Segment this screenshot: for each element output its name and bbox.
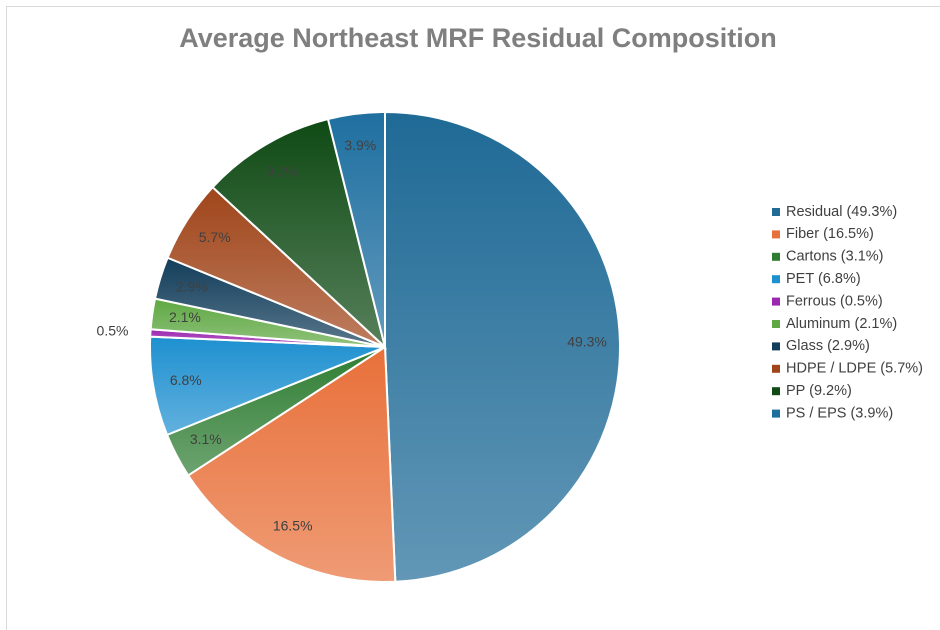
legend-label: Fiber (16.5%) (786, 226, 874, 242)
data-label: 49.3% (567, 333, 607, 349)
legend-swatch (772, 230, 780, 239)
data-label: 2.9% (176, 278, 208, 294)
pie-slice (384, 110, 622, 583)
pie-slice (326, 110, 386, 348)
legend-swatch (772, 342, 780, 351)
legend-swatch (772, 208, 780, 216)
legend-swatch (772, 252, 780, 261)
data-label: 2.1% (169, 309, 201, 325)
pie-slice (186, 345, 397, 583)
legend-swatch (772, 320, 780, 328)
data-label: 3.1% (190, 431, 222, 447)
data-label: 5.7% (199, 229, 231, 245)
legend-label: Glass (2.9%) (786, 338, 870, 354)
data-label: 0.5% (97, 322, 129, 338)
legend-label: Residual (49.3%) (786, 204, 897, 220)
legend-label: Ferrous (0.5%) (786, 293, 883, 309)
legend-swatch (772, 409, 780, 418)
legend-label: PS / EPS (3.9%) (786, 405, 893, 421)
chart-title: Average Northeast MRF Residual Compositi… (179, 23, 777, 53)
data-label: 9.2% (266, 164, 298, 180)
data-label: 16.5% (273, 517, 313, 533)
legend-label: HDPE / LDPE (5.7%) (786, 361, 923, 377)
legend-swatch (772, 297, 780, 306)
data-label: 3.9% (344, 137, 376, 153)
legend-label: PP (9.2%) (786, 383, 852, 399)
legend-swatch (772, 364, 780, 373)
data-label: 6.8% (170, 372, 202, 388)
legend-swatch (772, 387, 780, 396)
legend-label: Cartons (3.1%) (786, 249, 884, 265)
legend-swatch (772, 275, 780, 284)
legend-label: Aluminum (2.1%) (786, 316, 897, 332)
legend-label: PET (6.8%) (786, 271, 861, 287)
